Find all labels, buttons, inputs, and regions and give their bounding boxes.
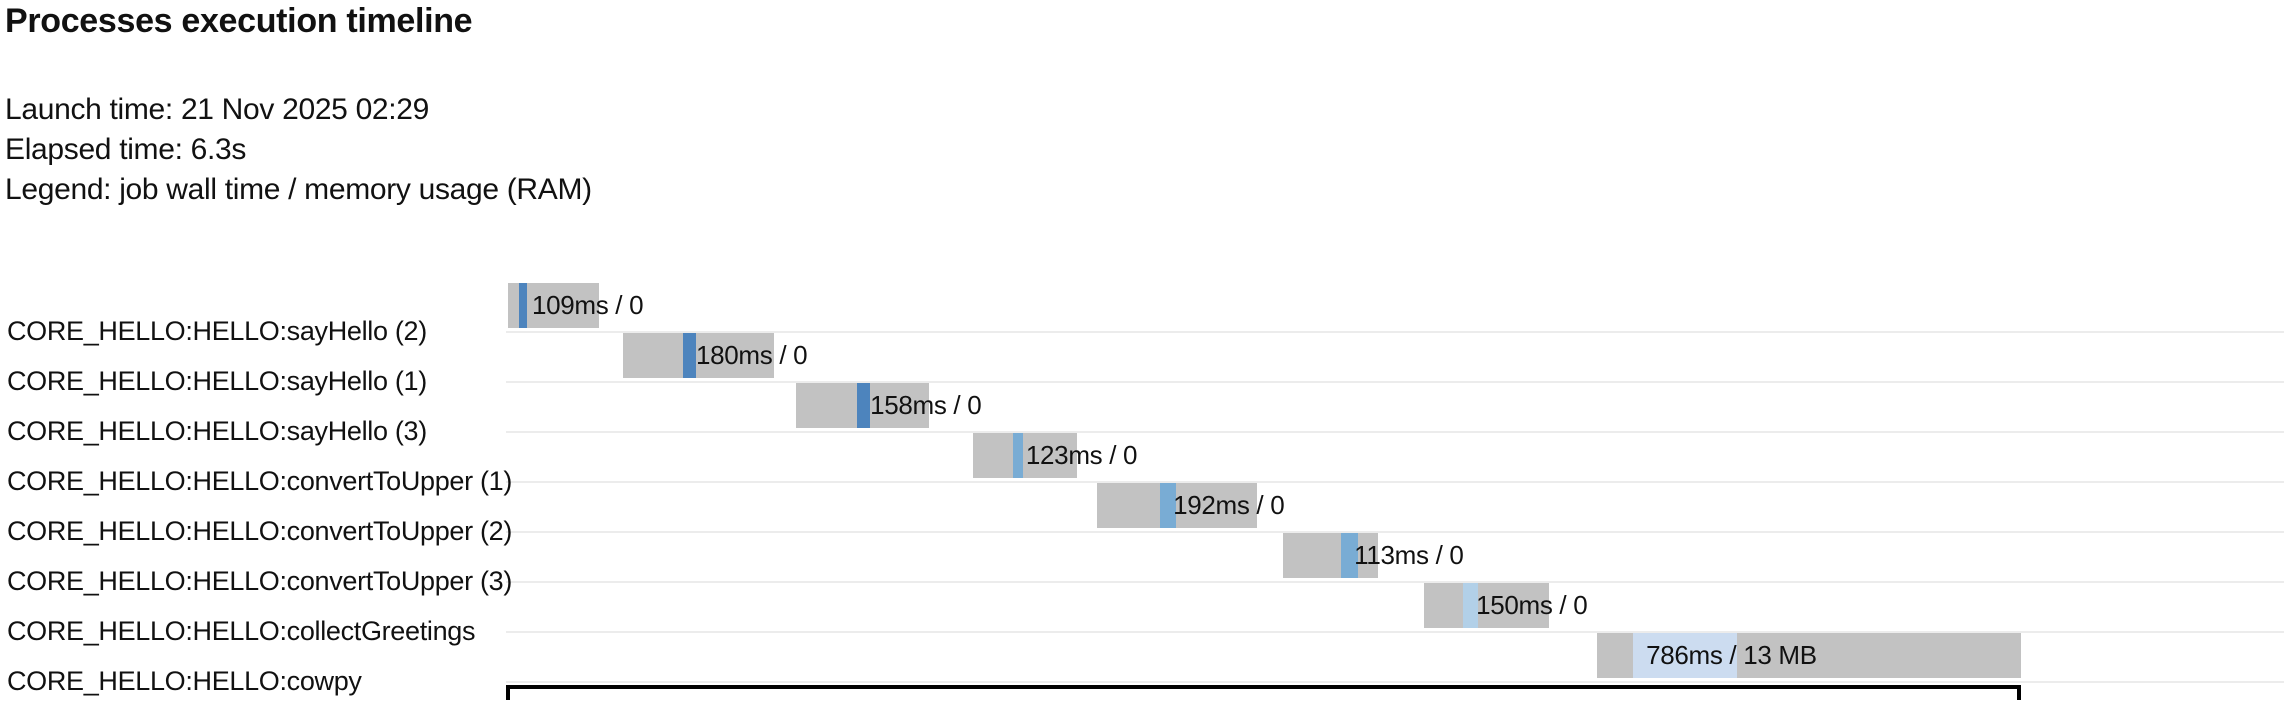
process-row-label: CORE_HELLO:HELLO:collectGreetings [7, 616, 476, 646]
task-bar: 150ms / 0 [1424, 583, 1588, 628]
task-bar: 786ms / 13 MB [1597, 633, 2021, 678]
process-row-label: CORE_HELLO:HELLO:convertToUpper (2) [7, 516, 513, 546]
time-axis [506, 685, 2021, 700]
task-run-segment [518, 283, 527, 328]
task-run-segment [1463, 583, 1478, 628]
task-run-segment [682, 333, 696, 378]
row-gridline [506, 681, 2284, 683]
process-row-label: CORE_HELLO:HELLO:cowpy [7, 666, 362, 696]
task-value-label: 109ms / 0 [531, 290, 644, 320]
time-axis-domain-line [506, 685, 2021, 689]
task-run-segment [1341, 533, 1358, 578]
task-bar: 109ms / 0 [507, 283, 644, 328]
task-bar: 123ms / 0 [973, 433, 1138, 478]
elapsed-time-text: Elapsed time: 6.3s [5, 133, 247, 166]
run-metadata: Launch time: 21 Nov 2025 02:29 Elapsed t… [5, 90, 592, 210]
process-row-label: CORE_HELLO:HELLO:convertToUpper (3) [7, 566, 513, 596]
task-run-segment [1160, 483, 1176, 528]
row-gridline [506, 531, 2284, 533]
row-gridline [506, 481, 2284, 483]
page-title: Processes execution timeline [5, 2, 473, 40]
row-gridline [506, 581, 2284, 583]
legend-text: Legend: job wall time / memory usage (RA… [5, 173, 592, 206]
launch-time-text: Launch time: 21 Nov 2025 02:29 [5, 93, 430, 126]
task-value-label: 180ms / 0 [695, 340, 808, 370]
task-bar: 192ms / 0 [1097, 483, 1285, 528]
process-row-label: CORE_HELLO:HELLO:sayHello (1) [7, 366, 427, 396]
time-axis-right-tick [2017, 685, 2021, 700]
task-bar: 158ms / 0 [796, 383, 982, 428]
row-gridline [506, 381, 2284, 383]
row-gridline [506, 431, 2284, 433]
process-row-label: CORE_HELLO:HELLO:sayHello (3) [7, 416, 427, 446]
process-row-label: CORE_HELLO:HELLO:convertToUpper (1) [7, 466, 513, 496]
task-value-label: 192ms / 0 [1173, 490, 1285, 520]
task-value-label: 786ms / 13 MB [1646, 640, 1817, 670]
row-gridline [506, 331, 2284, 333]
task-value-label: 113ms / 0 [1354, 540, 1464, 570]
task-run-segment [1012, 433, 1023, 478]
process-row-label: CORE_HELLO:HELLO:sayHello (2) [7, 316, 427, 346]
task-value-label: 158ms / 0 [870, 390, 982, 420]
task-value-label: 150ms / 0 [1476, 590, 1588, 620]
row-gridline [506, 631, 2284, 633]
task-run-segment [1633, 633, 1737, 678]
task-value-label: 123ms / 0 [1025, 440, 1138, 470]
task-bar: 180ms / 0 [623, 333, 808, 378]
task-bar: 113ms / 0 [1282, 533, 1464, 578]
time-axis-left-tick [506, 685, 510, 700]
task-run-segment [857, 383, 871, 428]
